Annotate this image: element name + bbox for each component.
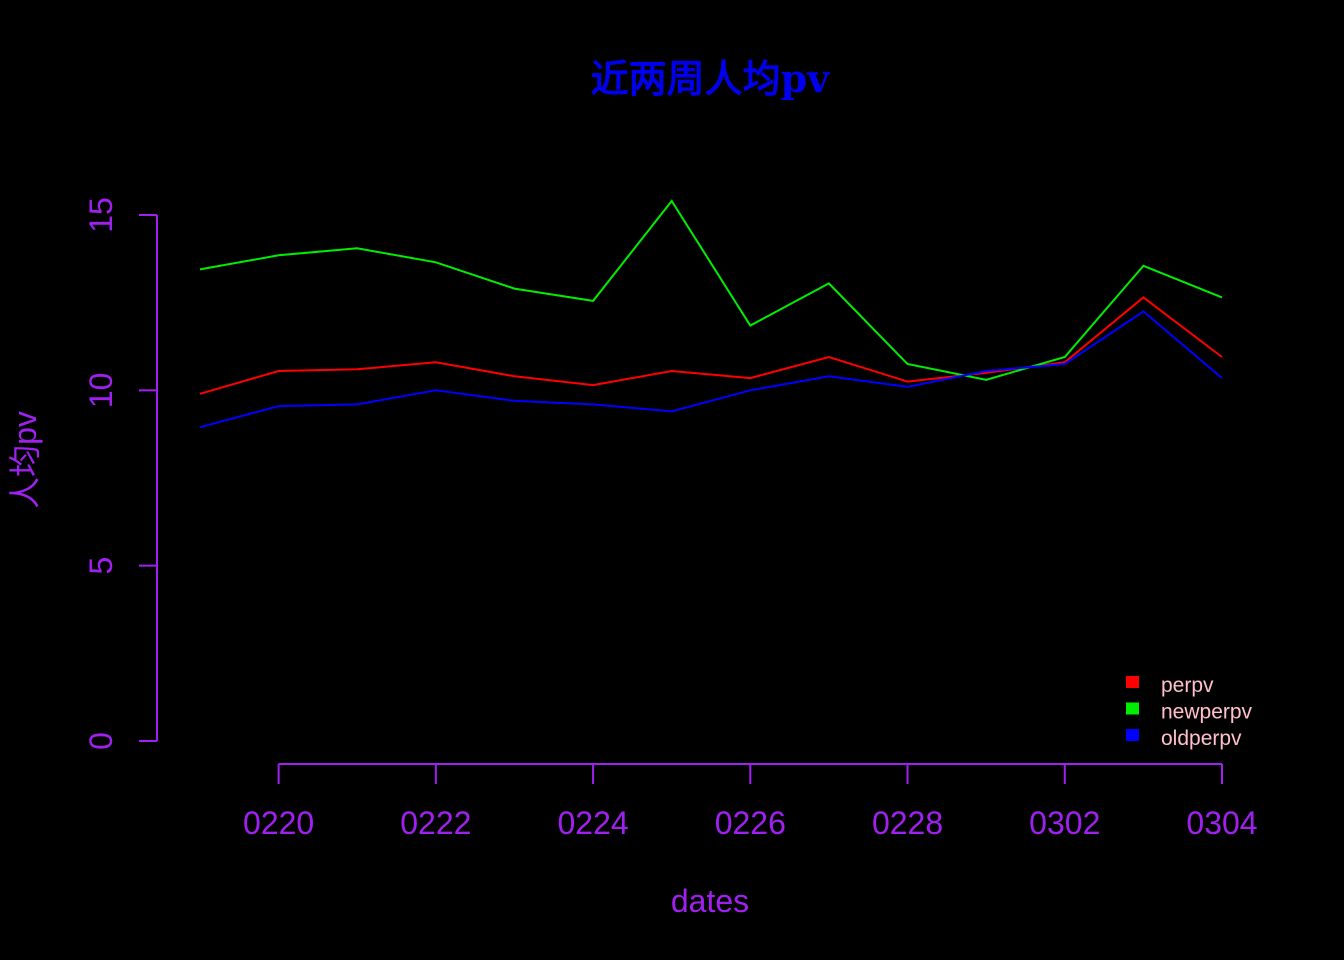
y-tick-label: 0 (83, 732, 119, 750)
series-line-oldperpv (199, 310, 1223, 429)
y-tick-label: 5 (83, 557, 119, 575)
y-axis: 0 5 10 15 (83, 197, 158, 750)
x-tick-label: 0302 (1029, 805, 1100, 841)
chart-title: 近两周人均pv (591, 56, 832, 101)
x-tick-label: 0224 (557, 805, 628, 841)
y-tick-label: 10 (83, 373, 119, 409)
x-tick-label: 0220 (243, 805, 314, 841)
x-axis: 0220 0222 0224 0226 0228 0302 0304 (243, 763, 1258, 841)
legend: perpv newperpv oldperpv (1126, 674, 1253, 750)
legend-swatch-oldperpv (1126, 729, 1139, 741)
legend-label-oldperpv: oldperpv (1161, 727, 1242, 750)
y-tick-label: 15 (83, 197, 119, 233)
series-line-perpv (199, 296, 1223, 395)
legend-swatch-perpv (1126, 676, 1139, 688)
y-axis-label: 人均pv (7, 411, 43, 509)
x-axis-label: dates (671, 883, 749, 919)
x-tick-label: 0304 (1186, 805, 1257, 841)
x-tick-label: 0228 (872, 805, 943, 841)
x-tick-label: 0222 (400, 805, 471, 841)
legend-label-perpv: perpv (1161, 674, 1214, 697)
x-tick-label: 0226 (715, 805, 786, 841)
legend-swatch-newperpv (1126, 702, 1139, 715)
legend-label-newperpv: newperpv (1161, 701, 1253, 724)
series-lines (199, 199, 1223, 429)
series-line-newperpv (199, 199, 1223, 381)
